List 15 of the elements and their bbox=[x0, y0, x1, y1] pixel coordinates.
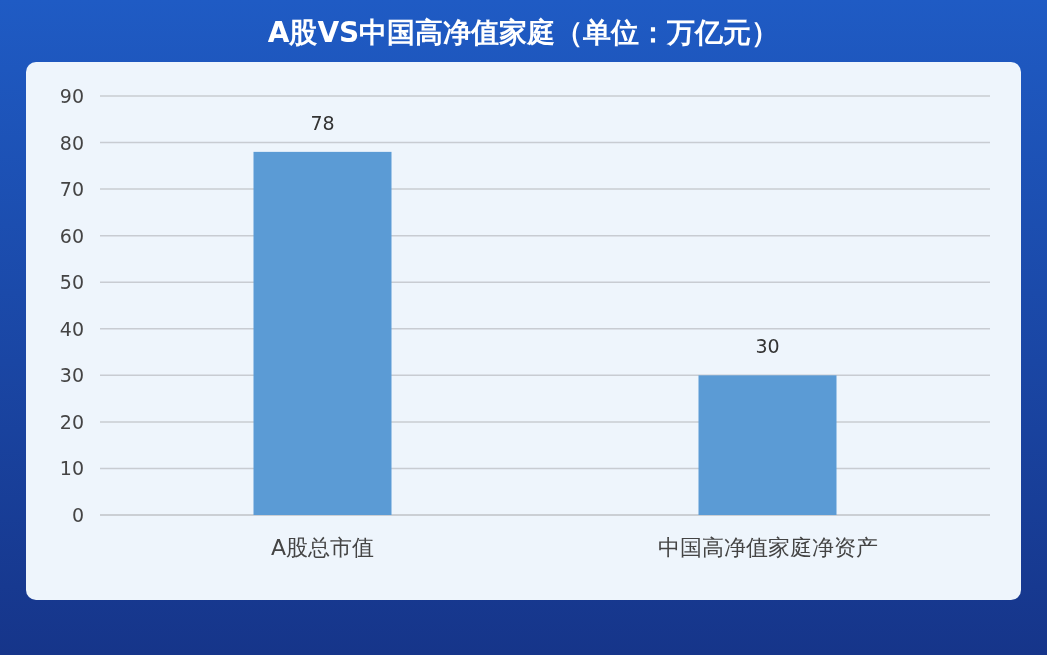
y-tick-label: 40 bbox=[59, 317, 84, 340]
data-label: 78 bbox=[310, 111, 335, 134]
y-tick-label: 20 bbox=[59, 410, 84, 433]
y-tick-label: 70 bbox=[59, 178, 84, 201]
x-tick-label: 中国高净值家庭净资产 bbox=[657, 535, 878, 560]
y-tick-label: 50 bbox=[59, 271, 84, 294]
data-label: 30 bbox=[755, 335, 780, 358]
y-tick-label: 80 bbox=[59, 131, 84, 154]
y-tick-label: 0 bbox=[71, 504, 84, 526]
y-tick-label: 60 bbox=[59, 224, 84, 247]
y-tick-label: 90 bbox=[59, 85, 84, 107]
chart-title: A股VS中国高净值家庭（单位：万亿元） bbox=[267, 16, 780, 49]
x-tick-label: A股总市值 bbox=[270, 535, 375, 560]
y-tick-label: 30 bbox=[59, 364, 84, 387]
y-tick-label: 10 bbox=[59, 457, 84, 480]
